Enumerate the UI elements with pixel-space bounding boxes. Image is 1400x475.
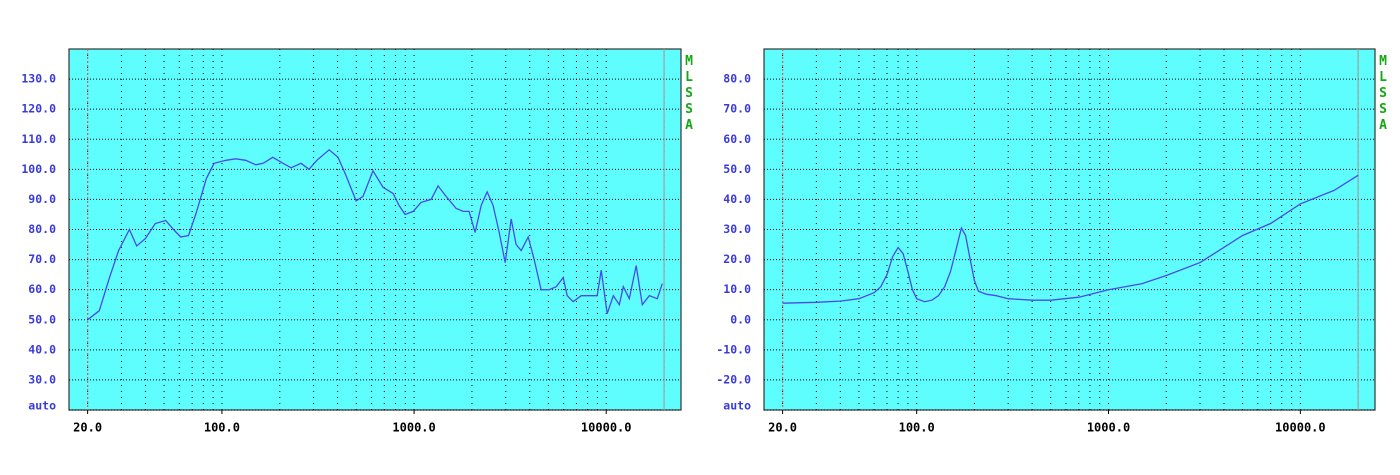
y-tick-label: 90.0 [28,192,56,206]
y-tick-label: auto [723,399,751,413]
y-tick-label: 10.0 [723,282,751,296]
y-tick-label: -10.0 [716,342,751,356]
y-tick-label: 0.0 [730,312,751,326]
y-tick-label: 20.0 [723,252,751,266]
y-tick-label: 30.0 [28,372,56,386]
y-tick-label: 70.0 [28,252,56,266]
y-tick-label: 40.0 [28,342,56,356]
y-tick-label: 30.0 [723,222,751,236]
y-tick-label: 80.0 [28,222,56,236]
x-tick-label: 10000.0 [1275,421,1326,435]
curve [87,148,663,321]
x-tick-label: 10000.0 [581,421,632,435]
plot-area [763,48,1376,411]
y-tick-label: -20.0 [716,372,751,386]
side-label: MLSSA [682,54,697,134]
y-tick-label: 50.0 [28,312,56,326]
y-tick-label: 70.0 [723,102,751,116]
x-tick-label: 100.0 [204,421,240,435]
x-tick-label: 20.0 [73,421,102,435]
x-tick-label: 1000.0 [1087,421,1130,435]
y-tick-label: 60.0 [723,132,751,146]
y-tick-label: 80.0 [723,72,751,86]
chart: auto 30.0 40.0 50.0 60.0 70.0 80.0 90.0 100.0 110… [21,48,697,435]
y-tick-label: 40.0 [723,192,751,206]
y-tick-label: 110.0 [21,132,56,146]
x-tick-label: 1000.0 [392,421,435,435]
x-tick-label: 100.0 [899,421,935,435]
y-tick-label: 50.0 [723,162,751,176]
y-tick-label: 100.0 [21,162,56,176]
y-tick-label: auto [28,399,56,413]
y-tick-label: 130.0 [21,72,56,86]
side-label: MLSSA [1376,54,1391,134]
x-tick-label: 20.0 [768,421,797,435]
chart: auto -20.0 -10.0 0.0 10.0 20.0 30.0 40.0 50.0 60.… [716,48,1391,435]
y-tick-label: 60.0 [28,282,56,296]
curve [782,174,1359,304]
y-tick-label: 120.0 [21,102,56,116]
